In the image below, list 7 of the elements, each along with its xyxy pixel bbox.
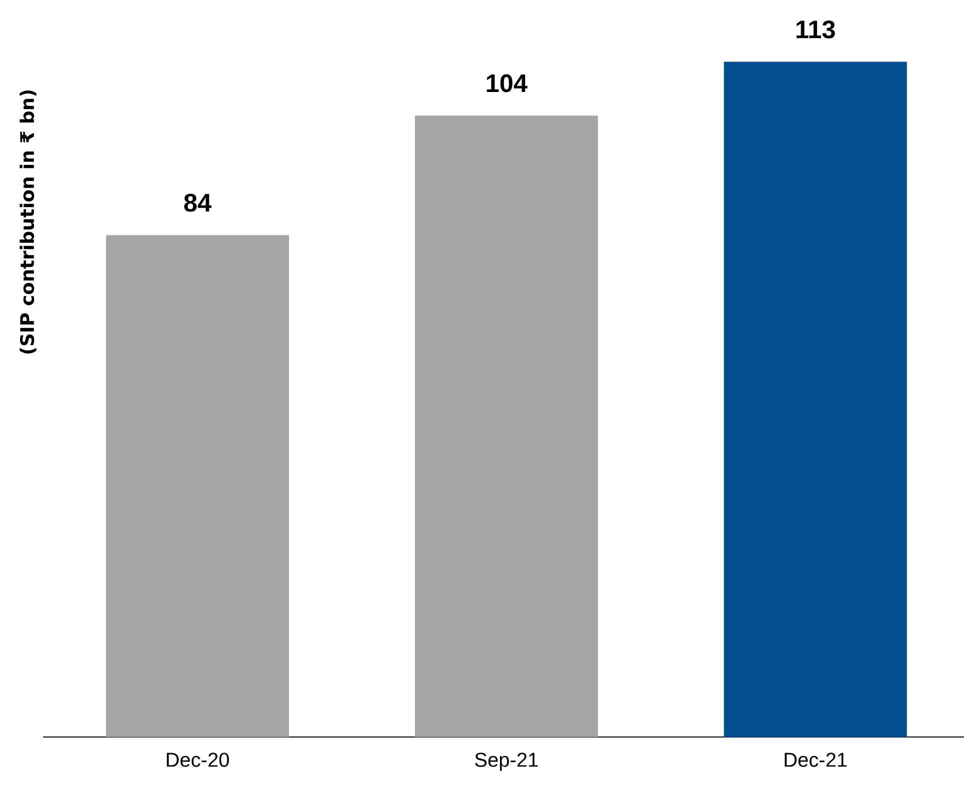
x-tick-label: Dec-21 [784, 752, 847, 767]
data-label: 113 [796, 20, 835, 38]
y-axis-title: (SIP contribution in ₹ bn) [20, 90, 36, 354]
data-label: 104 [486, 74, 528, 92]
x-tick-label: Sep-21 [475, 752, 538, 771]
data-label: 84 [184, 194, 212, 212]
x-tick-label: Dec-20 [166, 752, 229, 767]
